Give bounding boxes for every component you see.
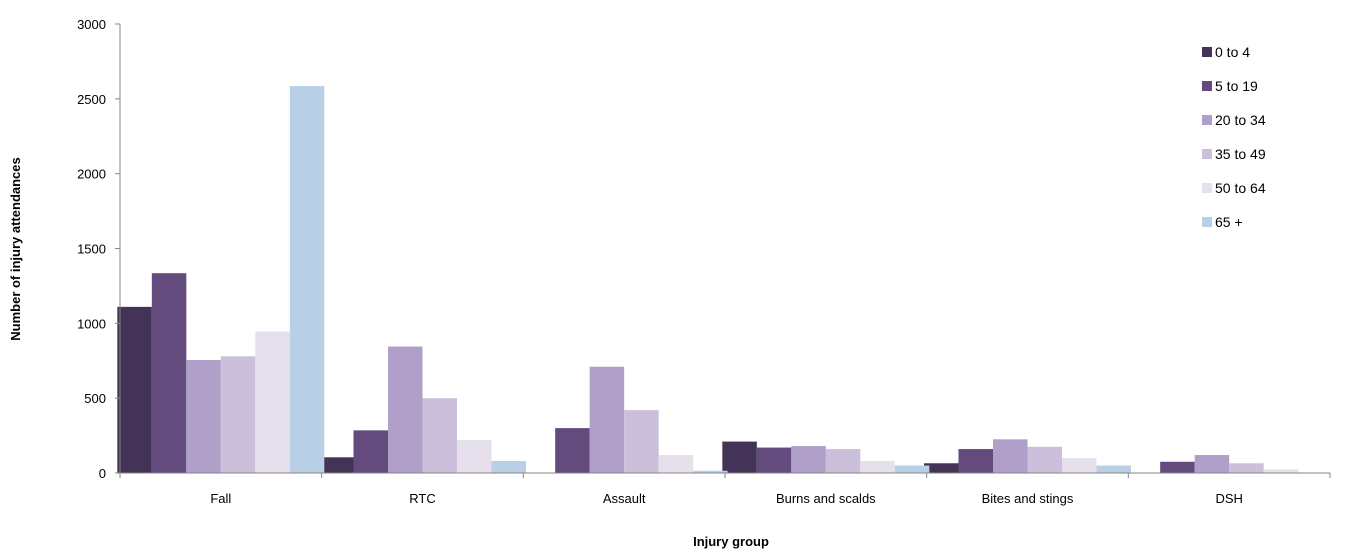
bar-65--fall [289,86,325,474]
bar-5-to-19-burns-and-scalds [756,447,792,473]
bar-65--burns-and-scalds [894,465,930,473]
x-tick-label: Assault [603,491,646,506]
axes: 0 500 1000 1500 2000 2500 3000 Fall RTC Assault Bu… [77,17,1331,506]
bar-20-to-34-burns-and-scalds [791,446,826,473]
x-tick-label: Burns and scalds [776,491,876,506]
legend-swatch [1202,115,1212,125]
legend-label: 5 to 19 [1215,78,1258,94]
bar-5-to-19-rtc [353,430,388,473]
bar-65--rtc [491,461,526,473]
y-tick-label: 2500 [77,92,106,107]
bar-35-to-49-burns-and-scalds [825,449,861,473]
bar-35-to-49-dsh [1229,463,1264,473]
bar-50-to-64-assault [658,455,694,473]
y-tick-label: 3000 [77,17,106,32]
legend-swatch [1202,183,1212,193]
bar-50-to-64-fall [255,331,290,473]
bar-35-to-49-bites-and-stings [1027,446,1062,473]
bar-35-to-49-rtc [422,398,457,473]
bar-20-to-34-fall [186,360,221,473]
bar-20-to-34-bites-and-stings [993,439,1028,473]
bar-5-to-19-dsh [1160,461,1195,473]
bar-5-to-19-bites-and-stings [958,449,993,473]
legend-label: 20 to 34 [1215,112,1266,128]
y-tick-label: 0 [99,466,106,481]
y-tick-label: 1500 [77,242,106,257]
legend-swatch [1202,217,1212,227]
x-axis-title: Injury group [693,534,769,549]
y-tick-label: 500 [84,391,106,406]
legend-label: 50 to 64 [1215,180,1266,196]
legend-swatch [1202,47,1212,57]
x-tick-label: Fall [210,491,231,506]
y-tick-label: 1000 [77,316,106,331]
y-axis-title: Number of injury attendances [8,157,23,340]
y-tick-label: 2000 [77,167,106,182]
bar-20-to-34-assault [589,366,625,473]
bar-5-to-19-assault [555,428,590,473]
bar-0-to-4-rtc [319,457,354,473]
bar-20-to-34-dsh [1194,455,1230,473]
bar-50-to-64-rtc [457,440,492,473]
bar-50-to-64-dsh [1263,469,1299,473]
plot-area [117,86,1299,474]
bar-65--assault [693,470,728,473]
bar-0-to-4-burns-and-scalds [722,441,757,473]
bar-5-to-19-fall [151,273,187,473]
bar-35-to-49-assault [624,410,659,473]
bar-0-to-4-bites-and-stings [924,463,959,473]
bar-20-to-34-rtc [388,346,423,473]
bar-50-to-64-bites-and-stings [1062,458,1097,473]
bar-35-to-49-fall [220,356,256,473]
bar-0-to-4-fall [117,306,152,473]
legend-label: 35 to 49 [1215,146,1266,162]
bar-65--bites-and-stings [1096,465,1131,473]
x-tick-label: Bites and stings [982,491,1074,506]
legend-swatch [1202,81,1212,91]
legend-swatch [1202,149,1212,159]
legend: 0 to 4 5 to 19 20 to 34 35 to 49 50 to 64 65 … [1202,44,1266,230]
x-tick-label: RTC [409,491,435,506]
bar-50-to-64-burns-and-scalds [860,461,895,473]
legend-label: 0 to 4 [1215,44,1250,60]
legend-label: 65 + [1215,214,1243,230]
x-tick-label: DSH [1215,491,1242,506]
